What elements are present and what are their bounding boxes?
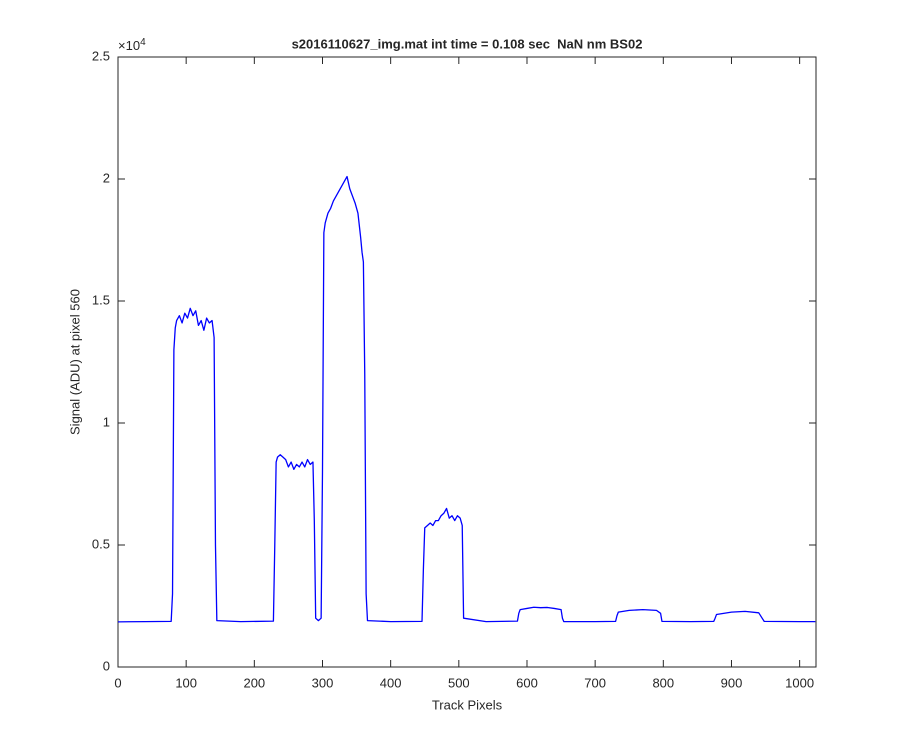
x-tick-label: 0 <box>114 675 121 690</box>
x-tick-label: 700 <box>584 675 606 690</box>
x-tick-label: 200 <box>243 675 265 690</box>
y-tick-label: 0.5 <box>92 536 110 551</box>
y-tick-label: 1 <box>103 414 110 429</box>
exponent-base: ×10 <box>118 38 140 53</box>
x-tick-label: 1000 <box>785 675 814 690</box>
x-tick-label: 400 <box>380 675 402 690</box>
x-tick-label: 900 <box>721 675 743 690</box>
x-tick-label: 300 <box>312 675 334 690</box>
x-tick-label: 600 <box>516 675 538 690</box>
y-tick-label: 2.5 <box>92 48 110 63</box>
y-exponent: ×104 <box>118 37 146 54</box>
plot-box <box>117 56 817 668</box>
data-line <box>117 175 816 623</box>
y-tick-label: 2 <box>103 170 110 185</box>
x-tick-label: 500 <box>448 675 470 690</box>
y-tick-label: 1.5 <box>92 292 110 307</box>
x-tick-label: 100 <box>175 675 197 690</box>
chart-title: s2016110627_img.mat int time = 0.108 sec… <box>292 36 643 51</box>
exponent-power: 4 <box>140 37 146 48</box>
x-axis-label: Track Pixels <box>432 697 503 712</box>
y-axis-label: Signal (ADU) at pixel 560 <box>67 289 82 435</box>
y-tick-label: 0 <box>103 658 110 673</box>
x-tick-label: 800 <box>652 675 674 690</box>
